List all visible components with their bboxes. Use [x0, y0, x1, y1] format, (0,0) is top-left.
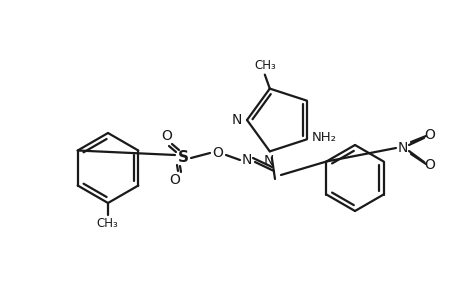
Text: NH₂: NH₂	[312, 131, 336, 144]
Text: S: S	[177, 151, 188, 166]
Text: O: O	[424, 128, 435, 142]
Text: O: O	[169, 173, 180, 187]
Text: O: O	[161, 129, 172, 143]
Text: N: N	[397, 141, 407, 155]
Text: N: N	[241, 153, 252, 167]
Text: O: O	[212, 146, 223, 160]
Text: N: N	[263, 154, 274, 168]
Text: O: O	[424, 158, 435, 172]
Text: CH₃: CH₃	[253, 59, 275, 72]
Text: CH₃: CH₃	[96, 218, 118, 230]
Text: N: N	[231, 113, 241, 127]
